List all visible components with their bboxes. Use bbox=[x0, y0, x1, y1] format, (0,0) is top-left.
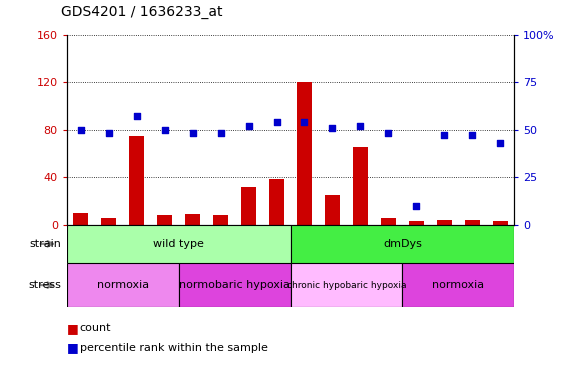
Bar bbox=[269, 179, 284, 225]
Text: normobaric hypoxia: normobaric hypoxia bbox=[179, 280, 290, 290]
Point bbox=[272, 119, 281, 125]
Bar bbox=[290, 263, 403, 307]
Text: GSM398833: GSM398833 bbox=[468, 225, 477, 276]
Bar bbox=[73, 213, 88, 225]
Bar bbox=[493, 221, 508, 225]
Text: GSM398829: GSM398829 bbox=[356, 225, 365, 275]
Point bbox=[160, 127, 169, 133]
Text: GDS4201 / 1636233_at: GDS4201 / 1636233_at bbox=[61, 5, 223, 19]
Text: stress: stress bbox=[28, 280, 61, 290]
Text: GSM398836: GSM398836 bbox=[216, 225, 225, 276]
Bar bbox=[403, 263, 514, 307]
Point bbox=[300, 119, 309, 125]
Bar bbox=[67, 263, 179, 307]
Point bbox=[383, 130, 393, 136]
Text: GSM398828: GSM398828 bbox=[328, 225, 337, 276]
Text: chronic hypobaric hypoxia: chronic hypobaric hypoxia bbox=[286, 281, 406, 290]
Text: GSM398831: GSM398831 bbox=[412, 225, 421, 276]
Text: GSM398840: GSM398840 bbox=[104, 225, 113, 275]
Point bbox=[76, 127, 85, 133]
Text: GSM398841: GSM398841 bbox=[132, 225, 141, 275]
Text: wild type: wild type bbox=[153, 239, 204, 249]
Text: GSM398838: GSM398838 bbox=[272, 225, 281, 276]
Bar bbox=[67, 225, 290, 263]
Bar bbox=[353, 147, 368, 225]
Bar bbox=[101, 217, 116, 225]
Text: normoxia: normoxia bbox=[432, 280, 485, 290]
Text: GSM398842: GSM398842 bbox=[160, 225, 169, 275]
Bar bbox=[465, 220, 480, 225]
Bar bbox=[408, 221, 424, 225]
Point bbox=[188, 130, 198, 136]
Text: strain: strain bbox=[29, 239, 61, 249]
Bar bbox=[129, 136, 145, 225]
Bar bbox=[436, 220, 452, 225]
Point bbox=[328, 125, 337, 131]
Text: dmDys: dmDys bbox=[383, 239, 422, 249]
Bar bbox=[157, 215, 173, 225]
Text: GSM398834: GSM398834 bbox=[496, 225, 505, 276]
Text: count: count bbox=[80, 323, 111, 333]
Bar bbox=[381, 217, 396, 225]
Text: GSM398837: GSM398837 bbox=[244, 225, 253, 276]
Text: GSM398832: GSM398832 bbox=[440, 225, 449, 276]
Point bbox=[496, 140, 505, 146]
Bar bbox=[297, 82, 312, 225]
Point bbox=[440, 132, 449, 138]
Point bbox=[216, 130, 225, 136]
Text: GSM398830: GSM398830 bbox=[384, 225, 393, 276]
Bar bbox=[179, 263, 290, 307]
Point bbox=[132, 113, 141, 119]
Text: GSM398835: GSM398835 bbox=[188, 225, 197, 276]
Text: GSM398839: GSM398839 bbox=[76, 225, 85, 276]
Point bbox=[104, 130, 113, 136]
Point bbox=[356, 123, 365, 129]
Point bbox=[244, 123, 253, 129]
Text: percentile rank within the sample: percentile rank within the sample bbox=[80, 343, 267, 353]
Bar bbox=[241, 187, 256, 225]
Point bbox=[468, 132, 477, 138]
Text: ■: ■ bbox=[67, 322, 78, 335]
Bar bbox=[290, 225, 514, 263]
Point bbox=[412, 203, 421, 209]
Text: normoxia: normoxia bbox=[96, 280, 149, 290]
Text: GSM398827: GSM398827 bbox=[300, 225, 309, 276]
Bar bbox=[325, 195, 340, 225]
Bar bbox=[213, 215, 228, 225]
Text: ■: ■ bbox=[67, 341, 78, 354]
Bar bbox=[185, 214, 200, 225]
